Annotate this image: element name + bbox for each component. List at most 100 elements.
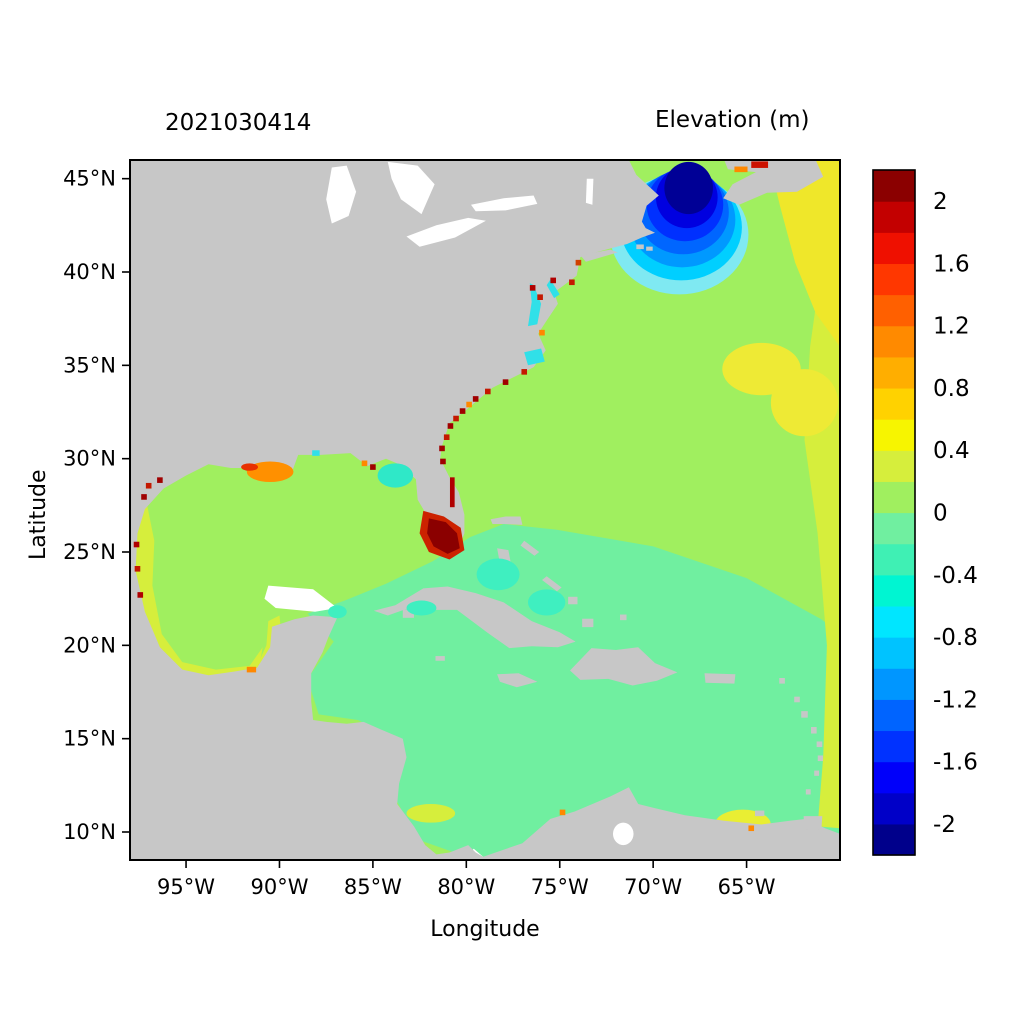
overlay-louisiana-orange: [246, 461, 294, 482]
figure-title: Elevation (m): [655, 107, 810, 133]
speck-coastal: [569, 279, 575, 286]
island-nantucket: [646, 246, 653, 251]
overlay-minas-basin-red: [751, 161, 769, 168]
overlay-bahama-bank-cyan-b: [527, 589, 566, 616]
y-tick-label: 15°N: [63, 727, 116, 751]
speck-coastal: [145, 482, 152, 489]
colorbar-segment: [873, 823, 915, 856]
plot-border: [129, 159, 841, 861]
colorbar-segment: [873, 761, 915, 794]
island-margarita: [754, 810, 765, 817]
speck-coastal: [137, 592, 144, 598]
speck-coastal: [539, 329, 545, 336]
speck-coastal: [575, 259, 582, 266]
speck-coastal: [439, 445, 445, 452]
x-tick-label: 70°W: [624, 875, 682, 899]
overlay-apalachee-cyan: [377, 463, 414, 488]
lake-huron: [387, 161, 435, 215]
map-layers: [130, 160, 840, 860]
colorbar-tick-label: 1.2: [933, 314, 970, 340]
colorbar-tick-label: 0.8: [933, 376, 970, 402]
lake-michigan: [326, 165, 357, 224]
colorbar-segment: [873, 637, 915, 669]
colorbar-segment: [873, 356, 915, 389]
island-hispaniola: [570, 647, 678, 686]
island-puerto-rico: [704, 673, 736, 684]
region-topright-yellow: [769, 160, 840, 347]
colorbar-segment: [873, 450, 915, 482]
overlay-florida-darkred: [427, 518, 460, 554]
speck-coastal: [529, 285, 536, 291]
overlay-louisiana-red: [241, 463, 258, 471]
colorbar-tick-label: 1.6: [933, 251, 970, 277]
colorbar-segment: [873, 325, 915, 358]
colorbar-tick-label: 2: [933, 189, 948, 215]
speck-coastal: [361, 460, 368, 467]
speck-coastal: [440, 458, 446, 465]
island-trinidad: [803, 816, 823, 831]
y-tick-label: 35°N: [63, 353, 116, 377]
land-south-america: [473, 787, 840, 860]
colorbar-segment: [873, 170, 915, 202]
speck-coastal: [485, 388, 491, 395]
colorbar-segment: [873, 263, 915, 296]
colorbar-segment: [873, 481, 915, 514]
x-tick-label: 65°W: [718, 875, 776, 899]
speck-coastal: [537, 294, 543, 300]
island-isla-juventud: [402, 609, 414, 618]
colorbar-segment: [873, 605, 915, 638]
colorbar-tick-label: -0.4: [933, 563, 978, 589]
x-axis-label: Longitude: [430, 917, 540, 942]
colorbar-segment: [873, 574, 915, 607]
y-axis-label: Latitude: [26, 469, 51, 560]
y-tick-label: 45°N: [63, 167, 116, 191]
lake-erie: [406, 217, 486, 247]
region-gulf-maine-core: [664, 161, 713, 215]
region-bermuda-yellow-b: [770, 369, 839, 437]
island-guadeloupe: [801, 711, 808, 718]
colorbar-segment: [873, 387, 915, 420]
speck-indian-river: [449, 477, 455, 508]
speck-coastal: [559, 809, 566, 816]
colorbar-segment: [873, 543, 915, 576]
overlay-batabano-cyan: [406, 600, 437, 616]
island-turks: [619, 614, 627, 621]
colorbar-tick-label: -1.6: [933, 750, 978, 776]
speck-mobile-bay-cyan: [312, 450, 320, 456]
y-tick-label: 20°N: [63, 633, 116, 657]
colorbar-segment: [873, 201, 915, 233]
speck-coastal: [141, 494, 147, 500]
speck-coastal: [157, 477, 163, 483]
x-tick-label: 90°W: [250, 875, 308, 899]
island-cayman: [435, 656, 445, 661]
speck-coastal: [466, 401, 472, 408]
colorbar-segment: [873, 419, 915, 451]
island-st-lucia: [817, 755, 823, 762]
colorbar-border: [872, 169, 916, 856]
speck-coastal: [502, 379, 509, 385]
x-tick-label: 85°W: [344, 875, 402, 899]
overlay-minas-basin-orange: [734, 166, 748, 173]
x-tick-label: 80°W: [437, 875, 495, 899]
island-dominica: [811, 727, 817, 734]
island-acklins: [568, 596, 578, 605]
island-jamaica: [497, 673, 538, 688]
colorbar-tick-label: -1.2: [933, 687, 978, 713]
speck-coastal: [453, 415, 459, 422]
colorbar-tick-label: -2: [933, 812, 956, 838]
speck-coastal: [521, 369, 528, 375]
speck-coastal: [748, 825, 755, 832]
speck-coastal: [472, 396, 479, 402]
overlay-bahama-bank-cyan-a: [476, 558, 520, 591]
colorbar-segment: [873, 730, 915, 763]
speck-coastal: [550, 277, 556, 284]
x-tick-label: 95°W: [157, 875, 215, 899]
lake-champlain: [585, 178, 594, 205]
speck-coastal: [134, 566, 141, 572]
island-eleuthera: [520, 540, 540, 556]
island-grand-bahama-abaco: [490, 516, 523, 525]
colorbar-segment: [873, 512, 915, 545]
y-tick-label: 10°N: [63, 820, 116, 844]
